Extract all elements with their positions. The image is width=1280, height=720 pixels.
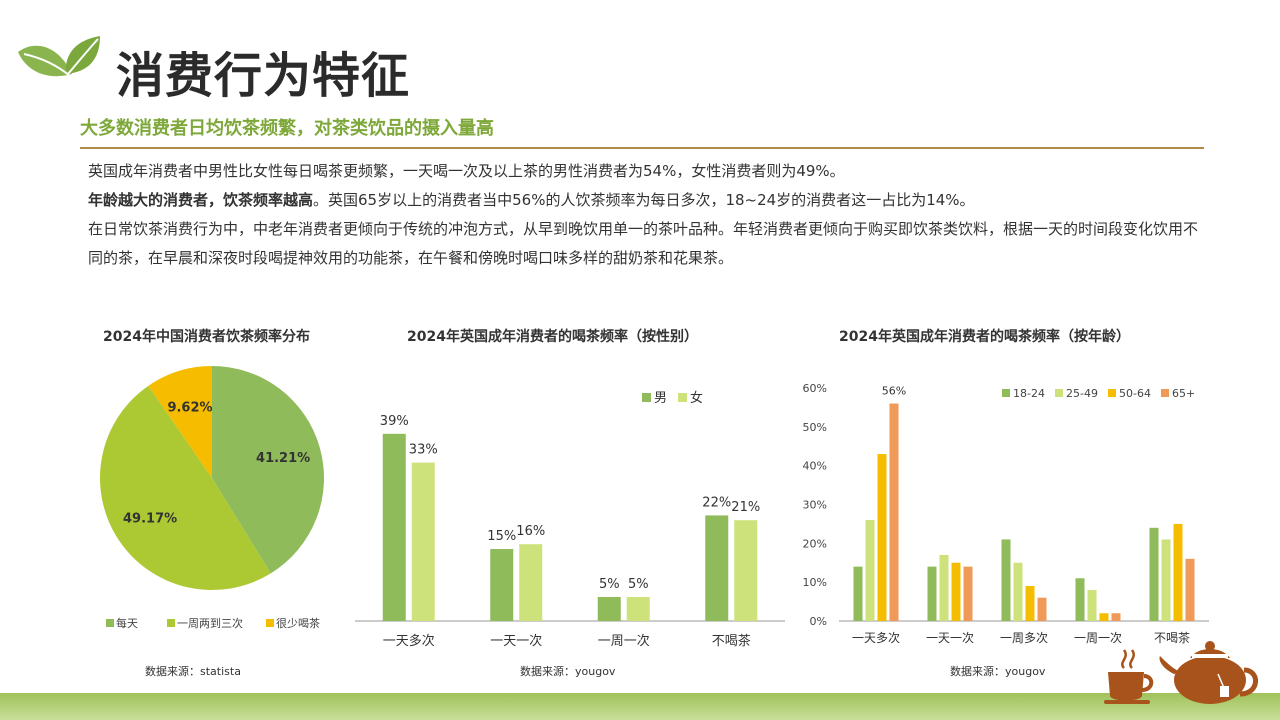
bar bbox=[865, 520, 875, 621]
bar-value-label: 22% bbox=[702, 495, 731, 510]
bar bbox=[734, 520, 758, 621]
paragraph-2-rest: 。英国65岁以上的消费者当中56%的人饮茶频率为每日多次，18~24岁的消费者这… bbox=[313, 191, 975, 209]
legend-swatch bbox=[1108, 389, 1116, 397]
category-label: 不喝茶 bbox=[1154, 630, 1190, 645]
pie-slice-label: 41.21% bbox=[256, 451, 310, 466]
legend-swatch bbox=[678, 393, 687, 402]
legend-label: 一周两到三次 bbox=[177, 616, 243, 630]
bar-value-label: 16% bbox=[516, 524, 545, 539]
pie-slice-label: 9.62% bbox=[167, 400, 212, 415]
legend-label: 50-64 bbox=[1119, 387, 1151, 400]
page-title: 消费行为特征 bbox=[116, 48, 411, 104]
bar bbox=[1037, 597, 1047, 621]
legend-swatch bbox=[642, 393, 651, 402]
pie-chart-source: 数据来源：statista bbox=[145, 665, 241, 678]
pie-slice-label: 49.17% bbox=[123, 511, 177, 526]
footer-bar bbox=[0, 693, 1280, 720]
legend-label: 很少喝茶 bbox=[276, 616, 320, 630]
age-chart-source: 数据来源：yougov bbox=[950, 665, 1046, 678]
category-label: 一天一次 bbox=[490, 633, 542, 649]
legend-label: 18-24 bbox=[1013, 387, 1045, 400]
pie-chart: 41.21% 49.17% 9.62% 每天 一周两到三次 很少喝茶 bbox=[99, 366, 325, 630]
y-tick-label: 20% bbox=[803, 537, 827, 550]
legend-label: 65+ bbox=[1172, 387, 1195, 400]
gender-bar-chart: 39%33% 一天多次 15% 16% 一天一次 5% 5% 一周一次 22% 21% 不喝茶 男 女 bbox=[355, 390, 785, 649]
legend-swatch bbox=[1002, 389, 1010, 397]
pie-slice bbox=[148, 366, 212, 478]
leaf-icon bbox=[18, 36, 100, 77]
y-tick-label: 40% bbox=[803, 460, 827, 473]
bar bbox=[519, 544, 543, 621]
bar-value-label: 5% bbox=[599, 577, 620, 592]
age-bar-chart: 0% 10% 20% 30% 40% 50% 60% 一天多次 一天一次 一周多次 一周一次 不喝茶 5… bbox=[803, 382, 1209, 645]
paragraph-3: 在日常饮茶消费行为中，中老年消费者更倾向于传统的冲泡方式，从早到晚饮用单一的茶叶… bbox=[88, 220, 1199, 267]
bar bbox=[1173, 523, 1183, 621]
gender-chart-source: 数据来源：yougov bbox=[520, 665, 616, 678]
bar-value-label: 21% bbox=[731, 500, 760, 515]
bar bbox=[1099, 613, 1109, 621]
legend-swatch bbox=[167, 619, 175, 627]
category-label: 一周多次 bbox=[1000, 631, 1048, 645]
pie-chart-title: 2024年中国消费者饮茶频率分布 bbox=[103, 329, 310, 345]
divider bbox=[80, 147, 1204, 149]
body-text: 英国成年消费者中男性比女性每日喝茶更频繁，一天喝一次及以上茶的男性消费者为54%… bbox=[88, 157, 1206, 273]
bar bbox=[963, 566, 973, 621]
bar bbox=[490, 549, 514, 621]
legend-swatch bbox=[266, 619, 274, 627]
bar bbox=[1087, 589, 1097, 621]
bar-value-label: 33% bbox=[409, 443, 438, 458]
category-label: 一天多次 bbox=[383, 633, 435, 649]
bar bbox=[1013, 562, 1023, 621]
bar bbox=[889, 403, 899, 621]
legend-label: 男 bbox=[654, 391, 667, 406]
page-subtitle: 大多数消费者日均饮茶频繁，对茶类饮品的摄入量高 bbox=[80, 118, 494, 139]
paragraph-2: 年龄越大的消费者，饮茶频率越高。英国65岁以上的消费者当中56%的人饮茶频率为每… bbox=[88, 186, 1206, 215]
category-label: 不喝茶 bbox=[712, 633, 751, 649]
bar bbox=[927, 566, 937, 621]
bar bbox=[382, 433, 406, 621]
legend-swatch bbox=[1055, 389, 1063, 397]
legend-swatch bbox=[106, 619, 114, 627]
y-tick-label: 50% bbox=[803, 421, 827, 434]
bar bbox=[877, 454, 887, 621]
pie-slice bbox=[99, 385, 271, 591]
bar bbox=[1161, 539, 1171, 621]
bar bbox=[597, 597, 621, 621]
bar-value-label: 39% bbox=[380, 414, 409, 429]
legend-swatch bbox=[1161, 389, 1169, 397]
y-tick-label: 10% bbox=[803, 576, 827, 589]
bar bbox=[1185, 558, 1195, 621]
bar-value-label: 15% bbox=[487, 529, 516, 544]
bar bbox=[951, 562, 961, 621]
annotation-label: 56% bbox=[882, 385, 906, 398]
bar bbox=[1001, 539, 1011, 621]
y-tick-label: 60% bbox=[803, 382, 827, 395]
legend-label: 女 bbox=[690, 390, 703, 406]
y-tick-label: 30% bbox=[803, 499, 827, 512]
category-label: 一周一次 bbox=[1074, 631, 1122, 645]
bar bbox=[411, 462, 435, 621]
bar bbox=[1149, 527, 1159, 621]
legend-label: 25-49 bbox=[1066, 387, 1098, 400]
bar bbox=[1075, 578, 1085, 621]
legend-label: 每天 bbox=[116, 616, 138, 630]
bar bbox=[853, 566, 863, 621]
age-chart-title: 2024年英国成年消费者的喝茶频率（按年龄） bbox=[839, 329, 1130, 345]
bar bbox=[705, 515, 729, 621]
paragraph-1: 英国成年消费者中男性比女性每日喝茶更频繁，一天喝一次及以上茶的男性消费者为54%… bbox=[88, 162, 845, 180]
bar bbox=[1111, 613, 1121, 621]
paragraph-2-emphasis: 年龄越大的消费者，饮茶频率越高 bbox=[88, 191, 314, 209]
gender-chart-title: 2024年英国成年消费者的喝茶频率（按性别） bbox=[407, 329, 698, 345]
category-label: 一天一次 bbox=[926, 631, 974, 645]
bar bbox=[626, 597, 650, 621]
category-label: 一周一次 bbox=[598, 633, 650, 649]
teapot-icon bbox=[1104, 641, 1258, 704]
y-tick-label: 0% bbox=[810, 615, 827, 628]
pie-slice bbox=[212, 366, 325, 574]
bar-value-label: 5% bbox=[628, 577, 649, 592]
bar bbox=[1025, 586, 1035, 621]
category-label: 一天多次 bbox=[852, 631, 900, 645]
bar bbox=[939, 554, 949, 621]
